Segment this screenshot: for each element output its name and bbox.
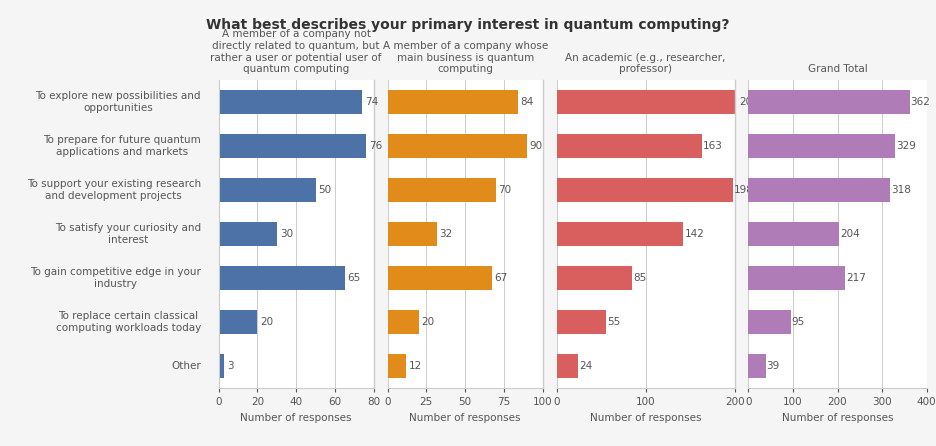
Text: 204: 204 xyxy=(739,97,759,107)
Text: To explore new possibilities and
opportunities: To explore new possibilities and opportu… xyxy=(36,91,201,113)
Bar xyxy=(388,222,437,246)
Text: 55: 55 xyxy=(607,317,620,327)
Bar xyxy=(557,354,578,378)
X-axis label: Number of responses: Number of responses xyxy=(409,413,520,423)
Bar xyxy=(557,266,632,290)
Text: 39: 39 xyxy=(767,361,780,371)
Text: To replace certain classical
computing workloads today: To replace certain classical computing w… xyxy=(55,311,201,333)
Bar xyxy=(557,310,606,334)
Text: 70: 70 xyxy=(499,185,512,195)
Text: 198: 198 xyxy=(734,185,754,195)
Text: 20: 20 xyxy=(260,317,273,327)
Text: 12: 12 xyxy=(408,361,422,371)
X-axis label: Number of responses: Number of responses xyxy=(782,413,893,423)
Text: To support your existing research
and development projects: To support your existing research and de… xyxy=(27,179,201,201)
Text: 32: 32 xyxy=(440,229,453,239)
Bar xyxy=(219,222,277,246)
Bar xyxy=(388,134,527,158)
Bar xyxy=(749,310,791,334)
Text: Grand Total: Grand Total xyxy=(808,64,868,74)
Text: 217: 217 xyxy=(846,273,866,283)
Bar xyxy=(388,310,418,334)
Bar xyxy=(749,178,890,202)
Text: 74: 74 xyxy=(365,97,378,107)
Text: To satisfy your curiosity and
interest: To satisfy your curiosity and interest xyxy=(54,223,201,245)
Text: 3: 3 xyxy=(227,361,234,371)
Bar xyxy=(219,178,315,202)
Bar xyxy=(557,90,739,114)
Text: 67: 67 xyxy=(494,273,507,283)
Bar xyxy=(557,222,683,246)
Bar xyxy=(749,222,840,246)
Text: 50: 50 xyxy=(318,185,331,195)
Bar xyxy=(388,354,406,378)
Text: An academic (e.g., researcher,
professor): An academic (e.g., researcher, professor… xyxy=(565,53,725,74)
Text: A member of a company whose
main business is quantum
computing: A member of a company whose main busines… xyxy=(383,41,548,74)
Bar xyxy=(219,266,344,290)
Text: 24: 24 xyxy=(579,361,592,371)
Bar xyxy=(219,310,257,334)
Text: 163: 163 xyxy=(703,141,723,151)
Bar xyxy=(557,178,733,202)
Text: Other: Other xyxy=(171,361,201,371)
Text: 318: 318 xyxy=(891,185,911,195)
Text: What best describes your primary interest in quantum computing?: What best describes your primary interes… xyxy=(206,18,730,32)
Text: 362: 362 xyxy=(911,97,930,107)
Bar xyxy=(388,266,491,290)
Text: 204: 204 xyxy=(840,229,860,239)
Text: 65: 65 xyxy=(347,273,360,283)
Bar xyxy=(749,354,766,378)
Text: 30: 30 xyxy=(280,229,293,239)
X-axis label: Number of responses: Number of responses xyxy=(241,413,352,423)
Text: 20: 20 xyxy=(421,317,434,327)
Bar xyxy=(749,134,895,158)
Text: 85: 85 xyxy=(634,273,647,283)
Text: To prepare for future quantum
applications and markets: To prepare for future quantum applicatio… xyxy=(43,136,201,157)
Text: To gain competitive edge in your
industry: To gain competitive edge in your industr… xyxy=(30,267,201,289)
Bar xyxy=(557,134,702,158)
Bar xyxy=(219,134,366,158)
Text: 142: 142 xyxy=(684,229,704,239)
Bar xyxy=(388,178,496,202)
Text: A member of a company not
directly related to quantum, but
rather a user or pote: A member of a company not directly relat… xyxy=(211,29,382,74)
Bar xyxy=(749,90,910,114)
Text: 76: 76 xyxy=(369,141,382,151)
Bar xyxy=(219,90,362,114)
Bar xyxy=(219,354,225,378)
X-axis label: Number of responses: Number of responses xyxy=(590,413,701,423)
Bar xyxy=(388,90,518,114)
Bar xyxy=(749,266,845,290)
Text: 84: 84 xyxy=(520,97,534,107)
Text: 329: 329 xyxy=(896,141,915,151)
Text: 95: 95 xyxy=(792,317,805,327)
Text: 90: 90 xyxy=(530,141,543,151)
